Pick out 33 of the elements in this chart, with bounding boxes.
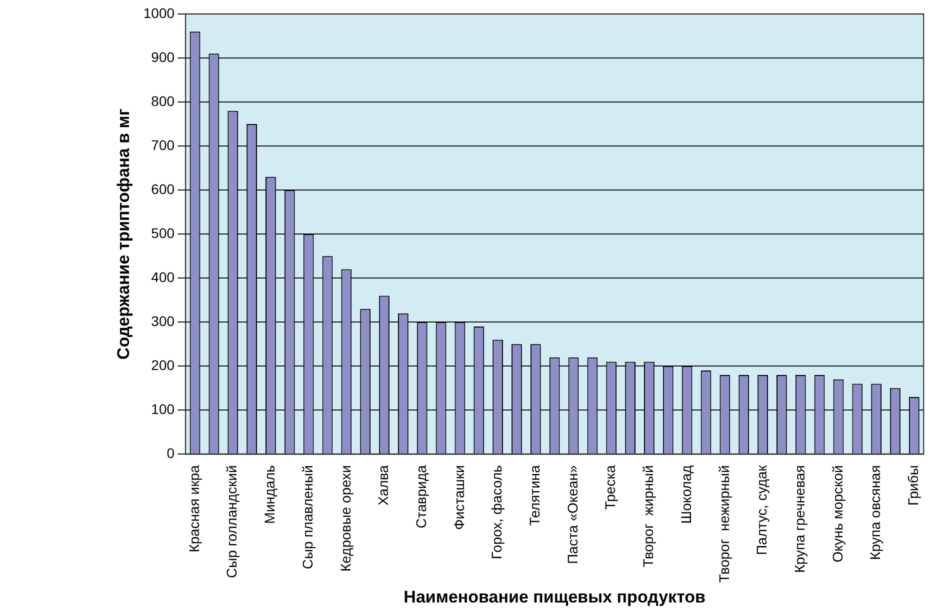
x-tick-label: Миндаль xyxy=(262,465,278,524)
y-tick-label: 700 xyxy=(151,136,175,153)
x-tick-label: Треска xyxy=(602,464,618,510)
x-tick-label: Ставрида xyxy=(412,464,429,528)
x-tick-label: Окунь морской xyxy=(829,465,846,562)
x-tick-label: Телятина xyxy=(526,464,543,526)
x-tick-label: Палтус, судак xyxy=(754,464,770,556)
y-tick-label: 400 xyxy=(151,268,175,285)
x-tick-label: Кедровые орехи xyxy=(337,465,354,572)
x-tick-label: Творог жирный xyxy=(640,465,656,568)
y-tick-label: 600 xyxy=(151,180,175,197)
x-tick-label: Крупа овсяная xyxy=(867,465,884,560)
x-tick-label: Фисташки xyxy=(450,465,467,530)
x-tick-label: Шоколад xyxy=(678,465,694,524)
x-tick-label: Паста «Океан» xyxy=(564,464,580,564)
y-tick-label: 800 xyxy=(151,92,175,109)
y-tick-label: 100 xyxy=(151,401,175,418)
x-tick-label: Красная икра xyxy=(186,464,202,552)
x-tick-label: Крупа гречневая xyxy=(791,465,808,573)
y-axis-title: Содержание триптофана в мг xyxy=(114,108,133,360)
x-tick-label: Сыр плавленый xyxy=(299,465,316,570)
x-tick-label: Халва xyxy=(375,464,392,506)
y-tick-label: 0 xyxy=(166,445,175,462)
x-tick-label: Творог нежирный xyxy=(716,465,732,583)
x-axis-title: Наименование пищевых продуктов xyxy=(404,587,706,606)
x-tick-label: Горох, фасоль xyxy=(488,465,505,560)
y-tick-label: 200 xyxy=(151,357,175,374)
y-tick-label: 900 xyxy=(151,48,175,65)
y-tick-label: 300 xyxy=(151,312,175,329)
y-tick-label: 1000 xyxy=(143,4,175,21)
x-tick-label: Сыр голландский xyxy=(224,465,240,578)
y-tick-label: 500 xyxy=(151,224,175,241)
x-tick-label: Грибы xyxy=(905,465,922,506)
